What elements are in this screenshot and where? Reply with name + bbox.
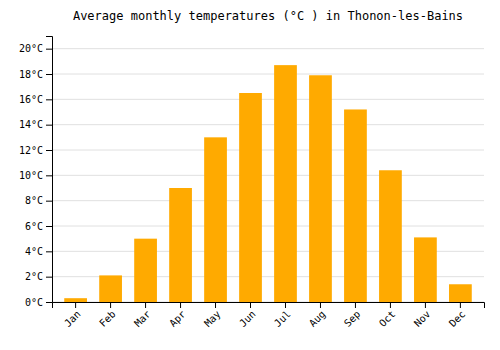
y-tick: 10°C <box>19 170 52 181</box>
x-tick-mark <box>250 302 251 308</box>
bar <box>274 65 297 302</box>
grid-line <box>52 175 484 176</box>
y-tick-label: 14°C <box>19 119 43 130</box>
bar <box>99 275 122 302</box>
y-tick: 18°C <box>19 69 52 80</box>
x-tick-label: Sep <box>342 308 363 329</box>
x-tick: Dec <box>447 302 468 329</box>
y-tick: 4°C <box>25 246 52 257</box>
y-tick: 6°C <box>25 221 52 232</box>
y-tick-mark <box>46 150 52 151</box>
x-tick-mark <box>390 302 391 308</box>
grid <box>52 49 484 302</box>
bar <box>309 75 332 302</box>
y-tick-label: 6°C <box>25 221 43 232</box>
y-tick-mark <box>46 226 52 227</box>
x-tick: Jun <box>237 302 258 329</box>
bar <box>449 284 472 302</box>
x-tick-label: Nov <box>412 308 433 329</box>
x-tick-label: May <box>202 308 223 329</box>
bars <box>64 65 472 302</box>
bar <box>134 239 157 302</box>
x-tick-mark <box>110 302 111 308</box>
x-tick-label: Dec <box>447 308 468 329</box>
y-tick-mark <box>46 49 52 50</box>
y-tick-label: 2°C <box>25 271 43 282</box>
x-tick: Sep <box>342 302 363 329</box>
grid-line <box>52 124 484 125</box>
x-tick-mark <box>75 302 76 308</box>
x-tick-mark <box>355 302 356 308</box>
y-tick-mark <box>46 175 52 176</box>
y-tick-mark <box>46 277 52 278</box>
x-axis-line <box>53 303 485 309</box>
title: Average monthly temperatures (°C ) in Th… <box>73 9 463 23</box>
y-tick-label: 16°C <box>19 94 43 105</box>
x-tick-label: Oct <box>377 308 398 329</box>
bar <box>204 137 227 302</box>
y-tick-mark <box>46 99 52 100</box>
y-tick-label: 12°C <box>19 145 43 156</box>
x-tick: Oct <box>377 302 398 329</box>
y-tick-label: 20°C <box>19 43 43 54</box>
y-tick-mark <box>46 302 52 303</box>
y-tick: 2°C <box>25 271 52 282</box>
x-tick-label: Jun <box>237 308 258 329</box>
bar <box>64 298 87 302</box>
x-tick: Aug <box>307 302 328 329</box>
y-tick: 16°C <box>19 94 52 105</box>
grid-line <box>52 74 484 75</box>
x-tick-label: Mar <box>132 308 153 329</box>
y-tick-label: 4°C <box>25 246 43 257</box>
y-axis: 0°C 2°C 4°C 6°C 8°C 10°C 12°C 14°C 16°C 18°C 20°C <box>19 37 53 308</box>
x-tick-label: Apr <box>167 308 188 329</box>
x-tick: May <box>202 302 223 329</box>
y-tick: 12°C <box>19 145 52 156</box>
x-tick: Jul <box>272 302 293 329</box>
grid-line <box>52 99 484 100</box>
y-tick: 20°C <box>19 43 52 54</box>
x-tick-mark <box>180 302 181 308</box>
grid-line <box>52 150 484 151</box>
y-tick-label: 8°C <box>25 195 43 206</box>
x-tick-label: Jul <box>272 308 293 329</box>
x-tick: Feb <box>97 302 118 329</box>
x-tick-label: Aug <box>307 308 328 329</box>
x-tick: Jan <box>62 302 83 329</box>
y-tick-mark <box>46 125 52 126</box>
bar <box>169 188 192 302</box>
y-tick-label: 18°C <box>19 69 43 80</box>
y-tick-label: 0°C <box>25 297 43 308</box>
x-tick-mark <box>320 302 321 308</box>
chart: 0°C 2°C 4°C 6°C 8°C 10°C 12°C 14°C 16°C 18°C 20°C J… <box>0 0 500 350</box>
x-tick-mark <box>215 302 216 308</box>
y-tick: 14°C <box>19 119 52 130</box>
bar <box>344 109 367 302</box>
x-tick-label: Jan <box>62 308 83 329</box>
grid-line <box>52 200 484 201</box>
x-tick-label: Feb <box>97 308 118 329</box>
x-tick-mark <box>145 302 146 308</box>
y-tick: 0°C <box>25 297 52 308</box>
x-axis: Jan Feb Mar Apr May Jun Jul Aug Sep Oct Nov Dec <box>53 302 485 329</box>
grid-line <box>52 48 484 49</box>
grid-line <box>52 226 484 227</box>
bar <box>239 93 262 302</box>
y-tick: 8°C <box>25 195 52 206</box>
x-tick-mark <box>460 302 461 308</box>
y-axis-line <box>46 37 53 303</box>
x-tick-mark <box>285 302 286 308</box>
x-tick: Apr <box>167 302 188 329</box>
y-tick-label: 10°C <box>19 170 43 181</box>
x-tick: Mar <box>132 302 153 329</box>
bar <box>379 170 402 302</box>
plot: 0°C 2°C 4°C 6°C 8°C 10°C 12°C 14°C 16°C 18°C 20°C J… <box>19 37 485 329</box>
y-tick-mark <box>46 74 52 75</box>
y-tick-mark <box>46 201 52 202</box>
bar <box>414 237 437 302</box>
y-tick-mark <box>46 251 52 252</box>
x-tick-mark <box>425 302 426 308</box>
x-tick: Nov <box>412 302 433 329</box>
